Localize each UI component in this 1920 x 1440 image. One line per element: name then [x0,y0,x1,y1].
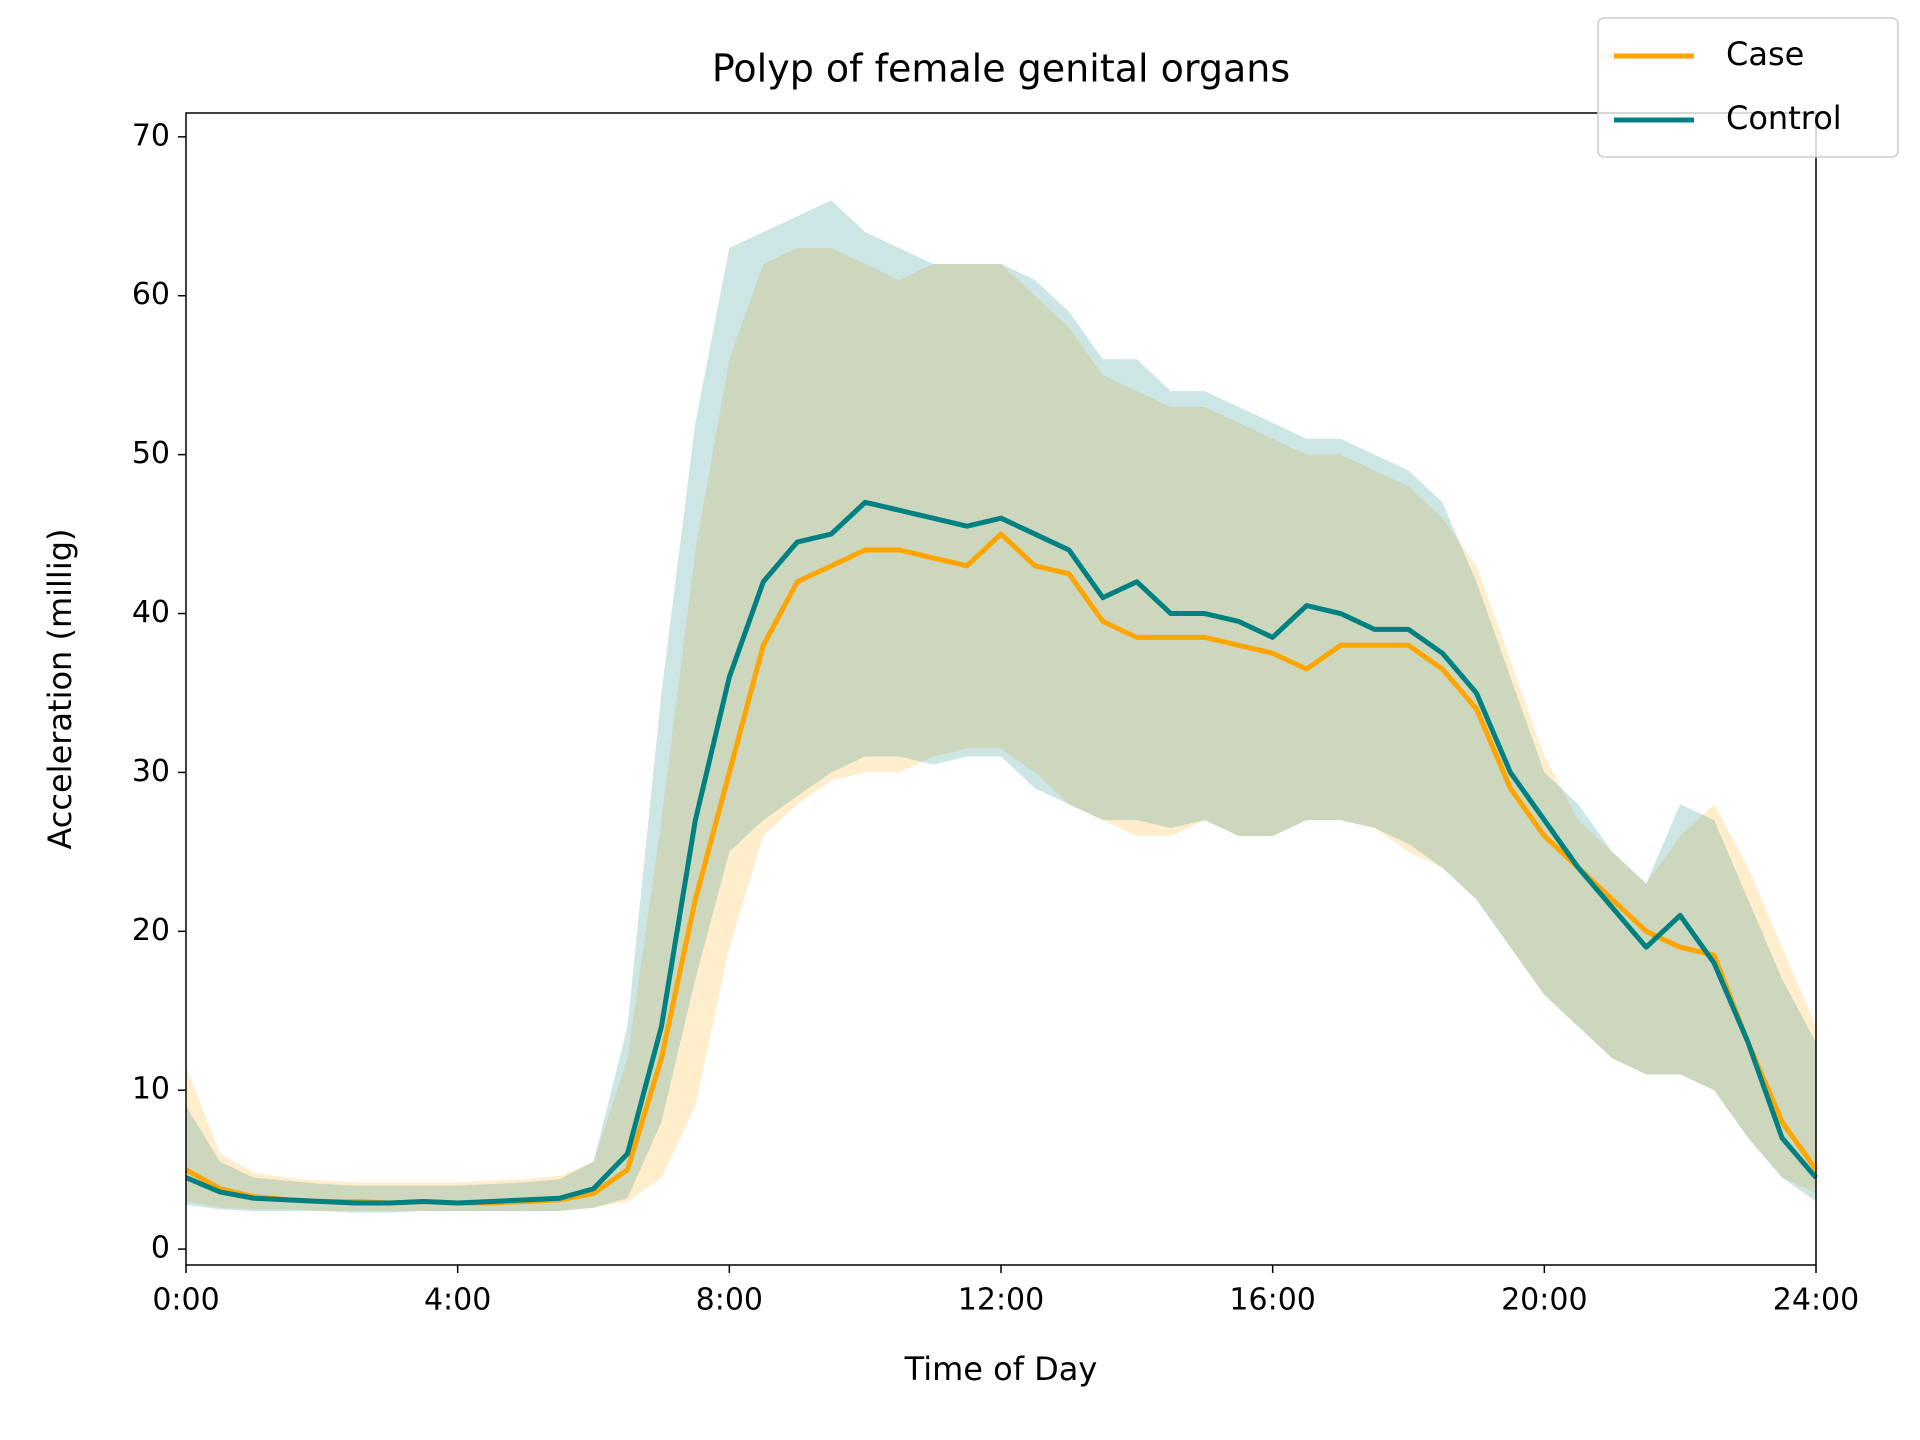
x-tick-label: 8:00 [696,1283,763,1318]
x-tick-label: 12:00 [958,1283,1044,1318]
y-tick-label: 20 [132,913,170,948]
y-tick-label: 70 [132,118,170,153]
y-tick-label: 30 [132,754,170,789]
line [185,499,1818,1206]
plot-frame [185,112,1817,1266]
legend-label: Case [1726,35,1804,73]
y-tick-label: 10 [132,1072,170,1107]
y-tick-label: 0 [151,1231,170,1266]
x-tick-label: 4:00 [424,1283,491,1318]
x-tick-label: 0:00 [152,1283,219,1318]
x-axis-label: Time of Day [904,1350,1098,1388]
band [186,248,1816,1211]
x-tick-label: 16:00 [1229,1283,1315,1318]
y-tick-label: 40 [132,595,170,630]
chart-title: Polyp of female genital organs [712,47,1290,91]
y-tick-label: 60 [132,277,170,312]
y-tick-label: 50 [132,436,170,471]
y-axis-label: Acceleration (millig) [41,528,79,849]
legend-label: Control [1726,99,1842,137]
x-tick-label: 20:00 [1501,1283,1587,1318]
band [186,200,1816,1213]
x-tick-label: 24:00 [1773,1283,1859,1318]
